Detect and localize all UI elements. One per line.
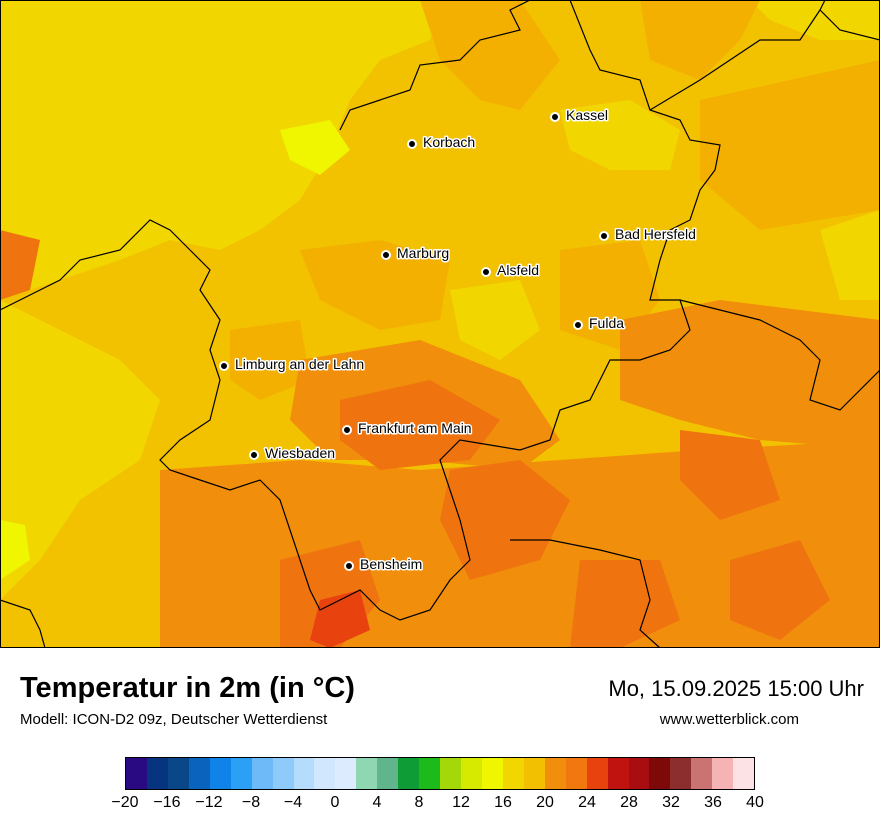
city-label: Frankfurt am Main xyxy=(358,420,472,436)
legend-tick-label: 4 xyxy=(372,794,382,811)
legend-tick-label: −4 xyxy=(283,794,303,811)
legend-swatch xyxy=(398,758,420,789)
legend-swatch xyxy=(461,758,482,789)
legend-tick-label: −8 xyxy=(241,794,261,811)
city-label: Fulda xyxy=(589,315,624,331)
city-wiesbaden[interactable]: Wiesbaden xyxy=(249,444,337,463)
legend-swatch xyxy=(272,758,294,789)
top-border xyxy=(819,0,826,11)
city-label: Korbach xyxy=(423,134,475,150)
city-fulda[interactable]: Fulda xyxy=(573,314,626,333)
color-legend xyxy=(125,757,755,790)
city-label: Bad Hersfeld xyxy=(615,226,696,242)
city-kassel[interactable]: Kassel xyxy=(550,106,610,125)
legend-swatch xyxy=(377,758,399,789)
legend-tick-label: −12 xyxy=(195,794,223,811)
legend-swatch xyxy=(419,758,441,789)
temperature-regions xyxy=(0,0,880,648)
legend-swatch xyxy=(251,758,273,789)
city-bad-hersfeld[interactable]: Bad Hersfeld xyxy=(599,225,697,244)
city-label: Bensheim xyxy=(360,556,422,572)
legend-swatch xyxy=(502,758,524,789)
legend-swatch xyxy=(209,758,231,789)
map-canvas: Kassel Korbach Bad Hersfeld Marburg Alsf… xyxy=(0,0,880,648)
legend-swatch xyxy=(481,758,503,789)
legend-ticks: −20 −16 −12 −8 −4 0 4 8 12 16 20 24 28 32 36 40 xyxy=(111,794,763,818)
legend-tick-label: 20 xyxy=(536,794,554,811)
legend-swatch xyxy=(314,758,336,789)
legend-swatch xyxy=(649,758,671,789)
city-limburg[interactable]: Limburg an der Lahn xyxy=(219,355,366,374)
temperature-map: Kassel Korbach Bad Hersfeld Marburg Alsf… xyxy=(0,0,880,648)
city-label: Wiesbaden xyxy=(265,445,335,461)
legend-tick-label: 16 xyxy=(494,794,512,811)
legend-swatch xyxy=(230,758,252,789)
legend-swatch xyxy=(628,758,650,789)
city-marburg[interactable]: Marburg xyxy=(381,244,451,263)
legend-swatch xyxy=(586,758,608,789)
legend-swatch xyxy=(607,758,629,789)
city-bensheim[interactable]: Bensheim xyxy=(344,555,424,574)
legend-swatch xyxy=(712,758,734,789)
legend-tick-label: 0 xyxy=(330,794,340,811)
footer: Temperatur in 2m (in °C) Modell: ICON-D2… xyxy=(0,648,880,830)
legend-swatch xyxy=(565,758,587,789)
legend-swatch xyxy=(126,758,147,789)
east-border xyxy=(649,9,880,411)
city-korbach[interactable]: Korbach xyxy=(407,133,477,152)
city-label: Limburg an der Lahn xyxy=(235,356,364,372)
legend-tick-label: −20 xyxy=(111,794,139,811)
city-label: Kassel xyxy=(566,107,608,123)
south-border xyxy=(0,539,661,648)
legend-swatch xyxy=(733,758,755,789)
map-title: Temperatur in 2m (in °C) xyxy=(20,672,355,704)
city-alsfeld[interactable]: Alsfeld xyxy=(481,261,541,280)
legend-swatch xyxy=(335,758,357,789)
legend-tick-label: −16 xyxy=(153,794,181,811)
hesse-border xyxy=(0,0,721,621)
website-link[interactable]: www.wetterblick.com xyxy=(659,711,799,728)
legend-swatch xyxy=(544,758,566,789)
legend-tick-label: 36 xyxy=(704,794,722,811)
legend-swatch xyxy=(293,758,315,789)
legend-swatch xyxy=(691,758,713,789)
legend-swatch xyxy=(523,758,545,789)
legend-swatch xyxy=(440,758,461,789)
city-frankfurt[interactable]: Frankfurt am Main xyxy=(342,419,473,438)
legend-tick-label: 12 xyxy=(452,794,470,811)
legend-tick-label: 28 xyxy=(620,794,638,811)
city-label: Marburg xyxy=(397,245,449,261)
legend-tick-label: 32 xyxy=(662,794,680,811)
legend-tick-label: 40 xyxy=(746,794,764,811)
legend-swatch xyxy=(356,758,378,789)
legend-swatch xyxy=(670,758,692,789)
legend-tick-label: 8 xyxy=(414,794,424,811)
legend-swatch xyxy=(188,758,210,789)
model-subtitle: Modell: ICON-D2 09z, Deutscher Wetterdie… xyxy=(20,711,328,728)
legend-tick-label: 24 xyxy=(578,794,596,811)
forecast-datetime: Mo, 15.09.2025 15:00 Uhr xyxy=(608,676,864,701)
city-markers: Kassel Korbach Bad Hersfeld Marburg Alsf… xyxy=(219,106,697,574)
borders xyxy=(0,0,880,648)
city-label: Alsfeld xyxy=(497,262,539,278)
legend-swatch xyxy=(146,758,168,789)
legend-swatch xyxy=(167,758,189,789)
